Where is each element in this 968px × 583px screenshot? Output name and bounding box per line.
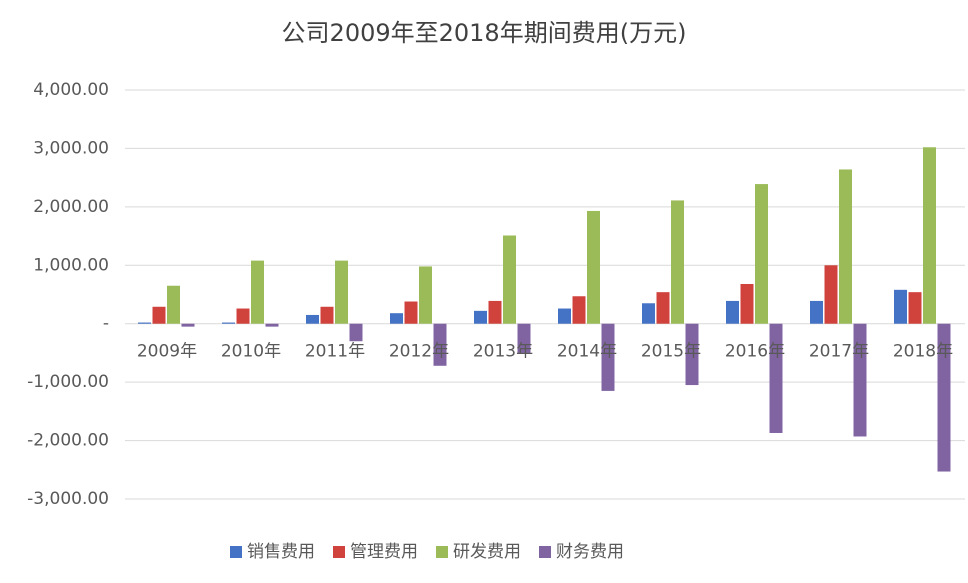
x-tick-label: 2015年 [641, 342, 701, 362]
y-tick-label: -3,000.00 [27, 489, 109, 509]
bar [824, 265, 838, 324]
bar [138, 322, 151, 324]
bar [853, 323, 867, 437]
bar [349, 323, 363, 342]
legend-swatch [333, 546, 345, 558]
y-tick-label: 3,000.00 [33, 138, 109, 158]
bar [685, 323, 699, 386]
bar [923, 147, 936, 324]
x-tick-label: 2011年 [305, 342, 365, 362]
bar [167, 285, 180, 324]
legend-label: 销售费用 [247, 542, 315, 562]
bar [236, 308, 250, 324]
x-tick-label: 2016年 [725, 342, 785, 362]
bar [671, 200, 684, 324]
bar [601, 323, 615, 391]
bar [839, 169, 852, 324]
bar [810, 300, 823, 324]
bar [335, 260, 348, 324]
bar [265, 323, 279, 327]
bar [587, 210, 600, 324]
x-tick-label: 2018年 [893, 342, 953, 362]
bar [656, 292, 670, 324]
bar [320, 306, 334, 324]
bar [642, 303, 655, 324]
y-tick-label: 2,000.00 [33, 197, 109, 217]
chart-title: 公司2009年至2018年期间费用(万元) [282, 19, 687, 47]
bar [503, 235, 516, 324]
x-tick-label: 2017年 [809, 342, 869, 362]
x-tick-label: 2009年 [137, 342, 197, 362]
y-tick-label: - [103, 314, 109, 334]
legend-label: 研发费用 [453, 542, 521, 562]
bar [755, 184, 768, 324]
legend-label: 财务费用 [556, 542, 624, 562]
y-tick-label: -1,000.00 [27, 372, 109, 392]
bar [433, 323, 447, 366]
bar [894, 289, 907, 324]
bar [181, 323, 195, 327]
legend-swatch [230, 546, 242, 558]
x-tick-label: 2010年 [221, 342, 281, 362]
legend-swatch [539, 546, 551, 558]
bar [937, 323, 951, 472]
bar [908, 292, 922, 324]
bar [488, 300, 502, 324]
y-tick-label: 1,000.00 [33, 255, 109, 275]
x-tick-label: 2013年 [473, 342, 533, 362]
bar [222, 322, 235, 324]
bar [390, 313, 403, 324]
y-tick-label: 4,000.00 [33, 80, 109, 100]
bar [572, 296, 586, 324]
bar [558, 308, 571, 324]
bar [419, 266, 432, 324]
legend-label: 管理费用 [350, 542, 418, 562]
bar [152, 306, 166, 324]
legend-swatch [436, 546, 448, 558]
bar [474, 310, 487, 324]
y-tick-label: -2,000.00 [27, 431, 109, 451]
bar [726, 300, 739, 324]
bar [517, 323, 531, 353]
bar [251, 260, 264, 324]
bar [404, 301, 418, 324]
bar [306, 314, 319, 324]
x-tick-label: 2014年 [557, 342, 617, 362]
bar [769, 323, 783, 433]
x-tick-label: 2012年 [389, 342, 449, 362]
bar [740, 283, 754, 324]
